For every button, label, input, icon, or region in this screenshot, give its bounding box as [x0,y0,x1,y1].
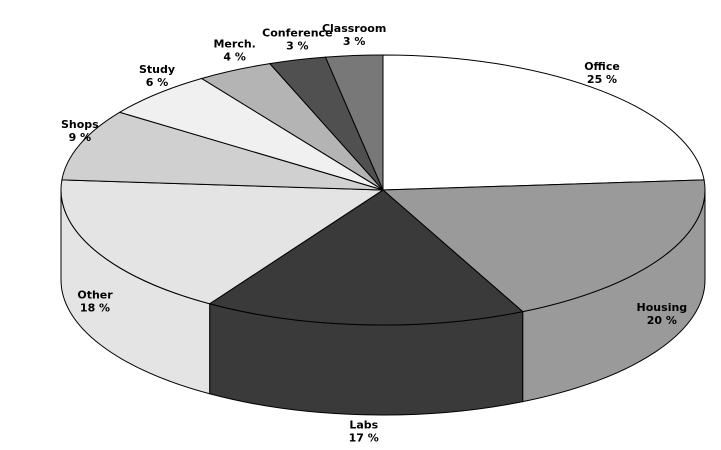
slice-label: Office [584,60,620,73]
slice-label: Classroom [322,22,386,35]
slice-label: Merch. [213,38,255,51]
slice-label: Other [77,288,113,301]
slice-value-label: 18 % [80,301,110,314]
slice-label: Study [139,63,175,76]
slice [60,179,385,305]
slice [324,54,384,191]
slice-value-label: 6 % [146,76,169,89]
slice-label: Labs [349,418,378,431]
slice-label: Housing [637,301,688,314]
slice-value-label: 9 % [69,131,92,144]
slice-value-label: 17 % [349,431,379,444]
slice [208,189,524,326]
pie-sides [60,189,706,416]
slice-value-label: 3 % [286,39,309,52]
slice [381,179,706,313]
slice-value-label: 25 % [587,73,617,86]
slice-value-label: 3 % [343,35,366,48]
slice [61,111,384,191]
slice-label: Conference [262,26,332,39]
pie-tops [60,54,706,326]
slice [382,54,705,191]
slice-value-label: 20 % [647,314,677,327]
slice-label: Shops [61,118,99,131]
slice-value-label: 4 % [223,51,246,64]
